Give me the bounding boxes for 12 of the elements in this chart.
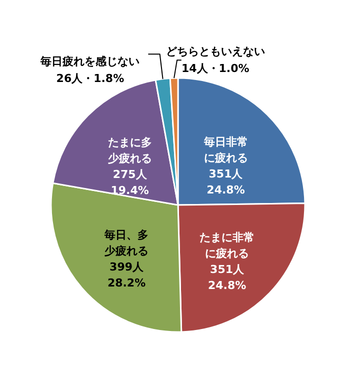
slice-label: どちらともいえない xyxy=(166,45,265,58)
slice-label: 毎日疲れを感じない xyxy=(40,55,140,68)
data-label: 399人 28.2% xyxy=(107,260,146,290)
slice-label: 毎日、多少疲れる xyxy=(104,228,149,258)
slice-label: 毎日非常に疲れる xyxy=(202,136,248,165)
slice-label: たまに多少疲れる xyxy=(106,136,152,166)
data-label: 351人 24.8% xyxy=(208,263,246,292)
data-label: 351人 24.8% xyxy=(206,168,245,197)
data-label: 26人・1.8% xyxy=(56,72,124,86)
data-label: 14人・1.0% xyxy=(181,62,250,76)
data-label: 275人 19.4% xyxy=(110,168,149,198)
slice-label: たまに非常に疲れる xyxy=(200,231,255,260)
